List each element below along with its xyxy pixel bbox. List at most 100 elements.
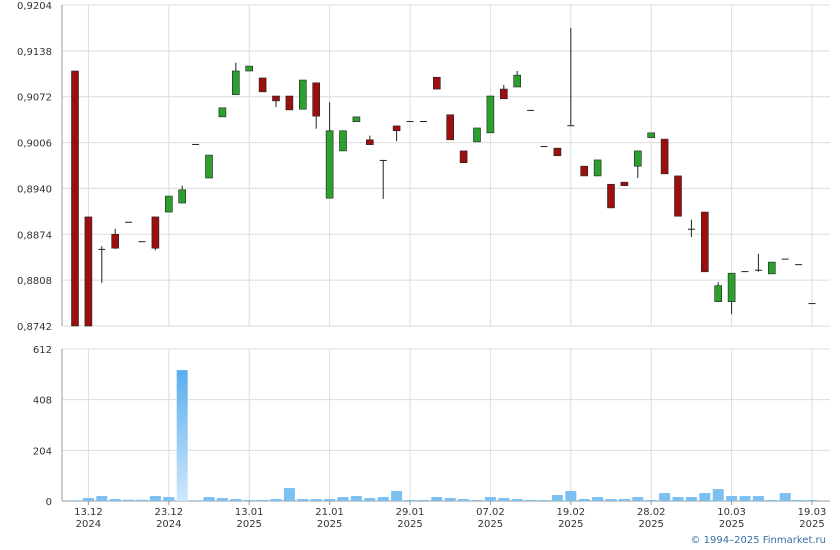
volume-bar [538,500,550,501]
candle-body [406,121,414,123]
x-tick-label: 13.01 2025 [235,507,264,530]
volume-bar [243,500,255,501]
volume-bar [310,499,322,501]
candle-body [459,150,468,164]
volume-bar [685,497,697,501]
volume-bar [257,500,269,501]
candle-body [633,150,642,167]
volume-bar [779,493,791,501]
volume-bar [458,499,470,501]
volume-bar [123,499,135,501]
volume-bar [752,496,764,501]
volume-bar [511,499,523,501]
candle-body [754,269,762,271]
volume-bar [203,497,215,501]
candle-body [98,248,106,250]
x-tick-label: 28.02 2025 [637,507,666,530]
volume-bar [806,500,818,501]
candle-body [232,70,240,95]
candle-body [767,261,776,275]
volume-bar [163,497,175,501]
candle-body [138,241,146,243]
candle-body [527,109,535,111]
volume-bar [82,498,94,501]
volume-bar [766,500,778,501]
x-tick-label: 19.03 2025 [798,507,827,530]
candle-body [660,138,669,175]
candle-body [71,70,79,327]
candle-body [258,77,267,93]
candle-body [339,130,347,152]
candle-body [513,74,522,88]
candle-body [419,121,427,123]
candle-body [125,221,133,223]
candle-body [192,143,200,145]
y-tick-label: 0,9138 [17,47,52,58]
volume-bar [618,499,630,501]
volume-bar [699,493,711,501]
candle-body [647,132,656,139]
candle-body [781,258,789,260]
volume-bar [471,500,483,501]
y-tick-label: 0,9006 [17,139,52,150]
volume-bar [216,498,228,501]
candle-body [808,303,816,305]
y-tick-label: 0,9204 [17,1,52,12]
y-tick-label: 408 [33,396,52,407]
candle-body [312,82,321,117]
volume-bar [176,370,188,501]
y-tick-label: 0 [46,497,52,508]
candle-body [727,272,736,302]
volume-bar [69,500,81,501]
candle-body [674,175,682,217]
volume-bar [270,499,282,501]
volume-bar [391,491,403,501]
volume-bar [431,497,443,501]
y-tick-label: 0,8940 [17,184,52,195]
candle-body [580,165,589,177]
x-tick-label: 29.01 2025 [396,507,425,530]
candle-body [473,127,481,143]
candle-body [607,183,615,209]
candle-body [499,88,508,100]
volume-bar [364,498,376,501]
volume-bar [484,497,496,501]
candle-body [352,116,361,123]
volume-bar [283,488,295,501]
volume-bar [109,499,121,501]
candle-body [795,264,803,266]
candle-body [432,76,441,90]
volume-bar [739,496,751,501]
volume-bar [498,498,510,501]
volume-bar [793,500,805,501]
candle-body [285,95,294,111]
volume-bar [592,497,604,501]
candle-body [165,195,173,213]
candle-body [700,211,709,273]
volume-bar [96,496,108,501]
volume-bar [632,497,644,501]
y-tick-label: 0,8808 [17,276,52,287]
candle-body [593,159,602,177]
volume-bar [337,497,349,501]
volume-bar [712,489,724,501]
volume-bar [136,499,148,501]
candle-body [151,216,160,249]
volume-bar [149,496,161,501]
volume-bar [645,500,657,501]
y-tick-label: 0,8874 [17,230,52,241]
volume-bar [565,491,577,501]
candle-body [741,271,749,273]
candle-body [379,159,387,161]
candle-body [553,147,562,157]
copyright: © 1994–2025 Finmarket.ru [690,535,826,546]
candle-body [245,65,253,72]
candle-body [392,125,401,132]
y-tick-label: 204 [33,446,52,457]
x-tick-label: 13.12 2024 [74,507,103,530]
candle-body [540,146,548,148]
volume-bar [605,499,617,501]
volume-bar [190,500,202,501]
volume-bar [444,498,456,501]
